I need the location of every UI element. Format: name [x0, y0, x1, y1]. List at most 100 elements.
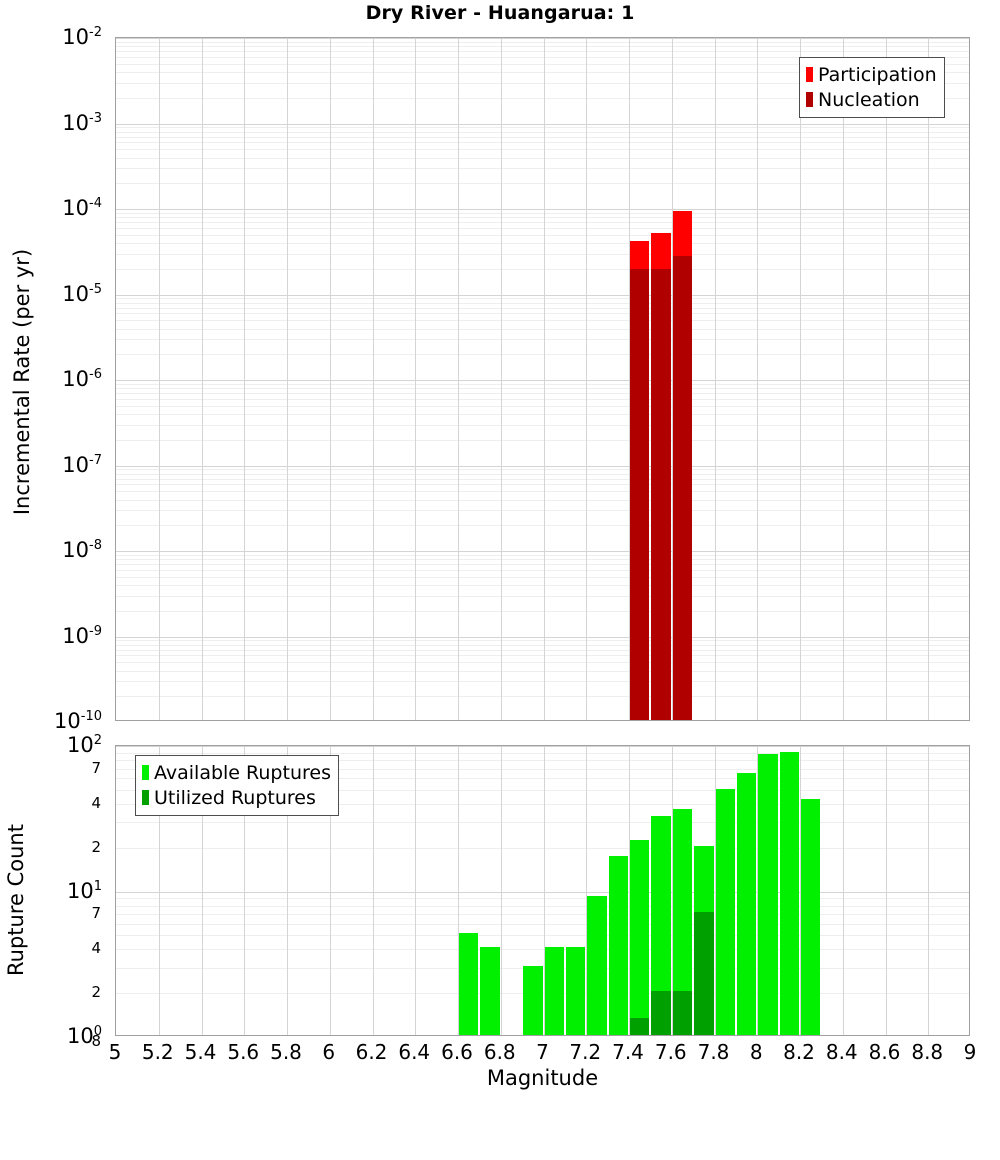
x-tick-label: 6	[322, 1040, 336, 1064]
gridline-horizontal-minor	[116, 491, 969, 492]
page-title: Dry River - Huangarua: 1	[365, 2, 635, 24]
incremental-rate-plot-area	[115, 37, 970, 721]
gridline-horizontal-minor	[116, 671, 969, 672]
gridline-vertical	[201, 746, 203, 1035]
gridline-horizontal-minor	[116, 898, 969, 899]
gridline-vertical	[842, 746, 844, 1035]
gridline-vertical	[885, 746, 887, 1035]
gridline-vertical	[372, 746, 374, 1035]
bar	[459, 933, 479, 1035]
gridline-vertical	[244, 38, 246, 720]
legend-item-available-ruptures[interactable]: Available Ruptures	[142, 760, 331, 785]
gridline-horizontal-minor	[116, 662, 969, 663]
y-tick-label: 10-6	[62, 367, 102, 391]
x-tick-label: 7.4	[612, 1040, 644, 1064]
figure-canvas: Dry River - Huangarua: 1 10-2 10-3 10-4 10-…	[0, 0, 977, 1100]
gridline-vertical	[928, 38, 930, 720]
bar	[587, 896, 607, 1035]
x-tick-label: 5.6	[227, 1040, 260, 1064]
gridline-horizontal-minor	[116, 51, 969, 52]
gridline-horizontal-minor	[116, 235, 969, 236]
gridline-vertical	[500, 746, 502, 1035]
gridline-horizontal-minor	[116, 254, 969, 255]
gridline-horizontal-minor	[116, 949, 969, 950]
gridline-vertical	[757, 38, 759, 720]
gridline-horizontal-minor	[116, 183, 969, 184]
gridline-horizontal-minor	[116, 645, 969, 646]
y-tick-label-minor: 7	[91, 758, 101, 777]
gridline-horizontal-minor	[116, 329, 969, 330]
y-tick-label-minor: 2	[91, 837, 101, 856]
gridline-vertical	[629, 38, 630, 720]
legend-item-nucleation[interactable]: Nucleation	[806, 87, 937, 112]
top-y-axis-ticks: 10-2 10-3 10-4 10-5 10-6 10-7 10-8 10-9 10-10	[0, 0, 110, 1100]
gridline-horizontal-minor	[116, 149, 969, 150]
top-bar-series	[116, 38, 969, 720]
gridline-vertical	[885, 38, 887, 720]
gridline-horizontal-minor	[116, 778, 969, 779]
x-axis-label: Magnitude	[486, 1066, 599, 1090]
gridline-horizontal-minor	[116, 585, 969, 586]
gridline-horizontal-minor	[116, 354, 969, 355]
x-tick-label: 9	[963, 1040, 977, 1064]
bar	[480, 947, 500, 1035]
bar	[651, 268, 671, 720]
gridline-horizontal-minor	[116, 142, 969, 143]
gridline-vertical	[329, 38, 331, 720]
utilized-ruptures-color-swatch	[142, 790, 149, 805]
available-ruptures-color-swatch	[142, 765, 149, 780]
y-tick-label-minor: 2	[91, 983, 101, 1002]
bar	[779, 752, 799, 1035]
gridline-horizontal-minor	[116, 769, 969, 770]
gridline-horizontal-major	[116, 746, 969, 747]
gridline-vertical	[671, 746, 673, 1035]
gridline-horizontal-minor	[116, 42, 969, 43]
gridline-horizontal-major	[116, 124, 969, 125]
gridline-horizontal-minor	[116, 924, 969, 925]
y-tick-label: 100	[66, 1024, 102, 1048]
y-tick-label: 10-2	[62, 25, 102, 49]
bottom-y-axis-ticks: 102 101 100 7 4 2 7 4 2 8	[0, 0, 110, 1100]
y-tick-label-minor: 4	[91, 939, 101, 958]
gridline-horizontal-minor	[116, 440, 969, 441]
gridline-horizontal-minor	[116, 469, 969, 470]
bar	[651, 816, 671, 1035]
gridline-horizontal-minor	[116, 640, 969, 641]
gridline-vertical	[458, 746, 459, 1035]
bar	[630, 268, 650, 720]
gridline-horizontal-minor	[116, 72, 969, 73]
gridline-vertical	[714, 746, 716, 1035]
gridline-horizontal-minor	[116, 406, 969, 407]
gridline-horizontal-minor	[116, 83, 969, 84]
gridline-horizontal-minor	[116, 696, 969, 697]
gridline-horizontal-minor	[116, 655, 969, 656]
gridline-horizontal-minor	[116, 308, 969, 309]
bar	[630, 1018, 650, 1035]
gridline-horizontal-minor	[116, 790, 969, 791]
gridline-horizontal-minor	[116, 650, 969, 651]
x-tick-label: 5.2	[141, 1040, 174, 1064]
bar	[651, 991, 671, 1035]
y-tick-label: 101	[66, 878, 102, 903]
gridline-horizontal-minor	[116, 500, 969, 501]
gridline-horizontal-minor	[116, 298, 969, 299]
gridline-horizontal-minor	[116, 914, 969, 915]
bar	[758, 753, 778, 1035]
gridline-horizontal-minor	[116, 906, 969, 907]
gridline-horizontal-minor	[116, 269, 969, 270]
gridline-vertical	[458, 38, 459, 720]
gridline-horizontal-minor	[116, 570, 969, 571]
gridline-horizontal-minor	[116, 98, 969, 99]
legend-item-participation[interactable]: Participation	[806, 62, 937, 87]
gridline-horizontal-minor	[116, 848, 969, 849]
bar	[630, 839, 650, 1035]
gridline-vertical	[500, 38, 502, 720]
gridline-horizontal-major	[116, 209, 969, 210]
bar	[715, 789, 735, 1035]
gridline-vertical	[671, 38, 673, 720]
gridline-horizontal-minor	[116, 57, 969, 58]
x-tick-label: 7	[536, 1040, 549, 1064]
x-tick-label: 8.8	[911, 1040, 944, 1064]
legend-item-utilized-ruptures[interactable]: Utilized Ruptures	[142, 785, 331, 810]
gridline-vertical	[714, 38, 716, 720]
